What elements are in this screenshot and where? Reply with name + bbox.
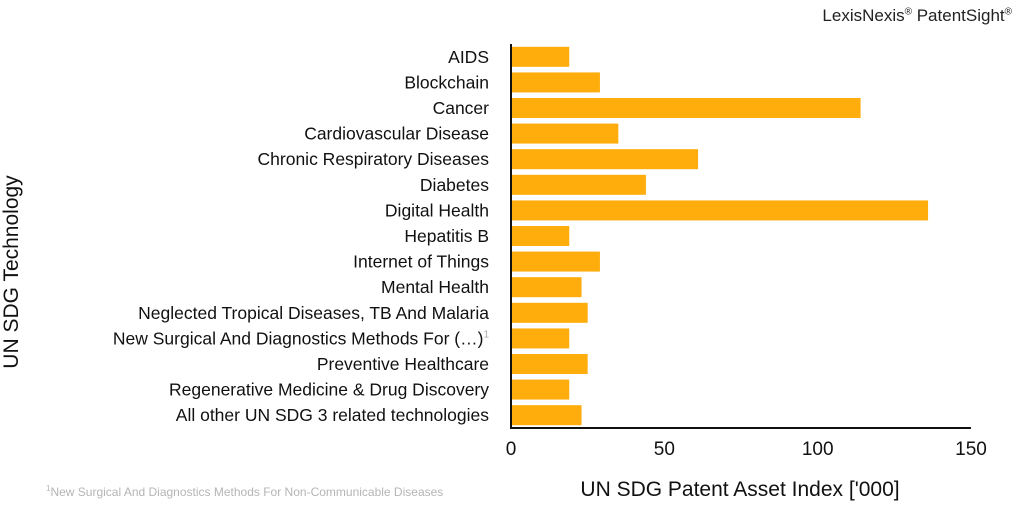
category-label: All other UN SDG 3 related technologies (176, 405, 489, 425)
bar (511, 174, 646, 195)
category-label: Digital Health (385, 200, 489, 220)
bar (511, 46, 570, 67)
category-label: Diabetes (420, 175, 489, 195)
x-tick-label: 50 (654, 439, 675, 460)
category-label: New Surgical And Diagnostics Methods For… (113, 328, 490, 348)
bar (511, 226, 570, 246)
bar (511, 354, 588, 374)
brand-logo: LexisNexis® PatentSight® (822, 6, 1012, 25)
category-label: Regenerative Medicine & Drug Discovery (169, 380, 489, 400)
category-label: Preventive Healthcare (317, 354, 489, 374)
category-label: Hepatitis B (404, 226, 489, 246)
category-label: AIDS (448, 47, 489, 67)
category-label: Mental Health (381, 277, 489, 297)
bar (511, 251, 600, 272)
bar (511, 302, 588, 323)
category-label: Cancer (433, 98, 490, 118)
bar (511, 123, 619, 144)
x-axis-label: UN SDG Patent Asset Index ['000] (580, 478, 900, 501)
x-tick-label: 100 (802, 439, 834, 460)
bar (511, 328, 570, 349)
category-label: Chronic Respiratory Diseases (258, 149, 490, 169)
category-label: Internet of Things (353, 252, 489, 272)
bar (511, 200, 929, 221)
footnote: 1New Surgical And Diagnostics Methods Fo… (46, 484, 444, 499)
x-tick-label: 0 (506, 439, 517, 460)
x-tick-label: 150 (955, 439, 987, 460)
bar (511, 72, 600, 93)
category-label: Neglected Tropical Diseases, TB And Mala… (138, 303, 489, 323)
bar (511, 149, 699, 170)
bar (511, 405, 582, 426)
category-label: Blockchain (404, 72, 489, 92)
category-label: Cardiovascular Disease (304, 124, 489, 144)
bar (511, 98, 861, 118)
bar (511, 379, 570, 400)
bar (511, 277, 582, 298)
footnote-marker: 1 (483, 329, 489, 340)
y-axis-label: UN SDG Technology (0, 175, 23, 369)
